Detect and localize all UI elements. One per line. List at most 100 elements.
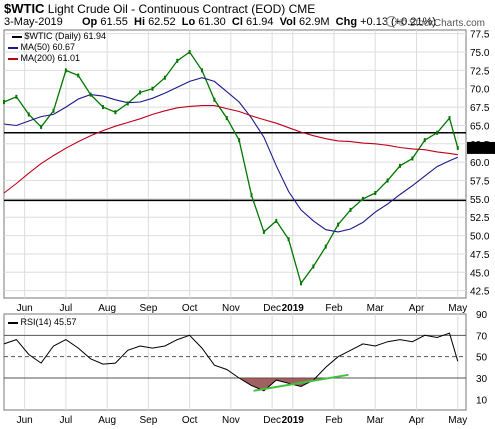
price-x-tick-label: Sep	[139, 303, 157, 314]
rsi-y-tick-label: 70	[476, 331, 488, 342]
change-label: Chg	[335, 16, 358, 28]
price-y-tick-label: 65.0	[470, 121, 490, 132]
price-point	[3, 99, 5, 104]
price-y-tick-label: 77.5	[470, 30, 490, 41]
legend-ma200: MA(200) 61.01	[8, 53, 80, 63]
price-panel-frame	[3, 29, 467, 299]
rsi-oversold-fill	[239, 378, 326, 391]
price-point	[89, 92, 92, 97]
price-y-tick-label: 70.0	[470, 85, 490, 96]
instrument-name: Light Crude Oil - Continuous Contract (E…	[47, 2, 286, 16]
legend-price-label: $WTIC (Daily) 61.94	[24, 31, 107, 41]
price-point	[287, 237, 290, 242]
price-point	[399, 163, 401, 168]
price-y-tick-label: 67.5	[470, 103, 490, 114]
ma200-line	[3, 105, 458, 194]
legend-ma50: MA(50) 60.67	[8, 42, 75, 52]
price-point	[386, 178, 389, 183]
price-point	[176, 58, 179, 63]
rsi-y-tick-label: 50	[476, 353, 488, 364]
legend-rsi: RSI(14) 45.57	[8, 317, 77, 327]
price-point	[448, 116, 451, 121]
price-point	[300, 281, 302, 286]
price-x-tick-label: Jul	[59, 303, 72, 314]
price-point	[163, 75, 166, 80]
rsi-y-tick-label: 90	[476, 310, 488, 321]
price-y-tick-label: 60.0	[470, 158, 490, 169]
price-x-tick-label: Feb	[325, 303, 343, 314]
volume-label: Vol	[279, 16, 296, 28]
price-series-line	[3, 51, 459, 285]
legend-rsi-label: RSI(14) 45.57	[20, 317, 77, 327]
price-point	[114, 110, 117, 115]
rsi-x-tick-label: Jul	[59, 415, 72, 426]
price-y-tick-label: 75.0	[470, 48, 490, 59]
price-point	[262, 229, 265, 234]
last-price-marker	[467, 141, 495, 154]
rsi-line	[3, 332, 459, 392]
volume-value: 62.9M	[298, 16, 330, 28]
rsi-x-tick-label: Jun	[17, 415, 33, 426]
price-point	[52, 108, 55, 113]
copyright: © StockCharts.com	[385, 16, 485, 29]
rsi-x-tick-label: Aug	[98, 415, 116, 426]
price-point	[139, 90, 142, 95]
price-x-tick-label: Nov	[222, 303, 240, 314]
rsi-x-tick-label: Dec	[263, 415, 281, 426]
price-y-tick-label: 50.0	[470, 232, 490, 243]
price-point	[15, 94, 18, 99]
price-point	[188, 50, 191, 55]
price-point	[213, 97, 216, 102]
symbol: $WTIC	[4, 1, 45, 16]
price-point	[324, 244, 327, 249]
price-point	[275, 218, 278, 223]
legend-ma200-label: MA(200) 61.01	[20, 53, 81, 63]
price-x-tick-label: Jun	[17, 303, 33, 314]
rsi-x-tick-label: Oct	[182, 415, 198, 426]
price-point	[423, 138, 426, 143]
rsi-x-tick-label: May	[448, 415, 467, 426]
close-value: 61.94	[245, 16, 274, 28]
price-x-tick-label: Apr	[409, 303, 425, 314]
price-y-tick-label: 55.0	[470, 195, 490, 206]
price-point	[312, 264, 315, 269]
rsi-y-tick-label: 30	[476, 374, 488, 385]
price-point	[102, 105, 104, 110]
price-point	[250, 193, 253, 198]
price-x-tick-label: 2019	[282, 303, 305, 314]
price-point	[436, 130, 439, 135]
price-point	[40, 124, 43, 129]
price-point	[27, 112, 30, 117]
price-x-tick-label: Mar	[367, 303, 385, 314]
price-point	[411, 156, 414, 161]
change-value: +0.13 (+0.21%)	[360, 16, 436, 28]
open-value: 61.55	[100, 16, 128, 28]
legend-rsi-swatch	[8, 321, 18, 324]
chart-title: $WTIC Light Crude Oil - Continuous Contr…	[4, 1, 315, 16]
price-x-tick-label: Dec	[263, 303, 281, 314]
high-value: 62.52	[148, 16, 176, 28]
legend-price-swatch	[12, 35, 22, 38]
rsi-trendline	[253, 373, 349, 392]
price-y-tick-label: 72.5	[470, 66, 490, 77]
copyright-text: © StockCharts.com	[398, 18, 485, 29]
price-point	[151, 86, 154, 91]
price-point	[64, 68, 67, 73]
open-label: Op	[82, 16, 98, 28]
price-point	[361, 196, 364, 201]
rsi-x-tick-label: Mar	[367, 415, 385, 426]
legend-ma200-swatch	[8, 57, 18, 60]
price-y-tick-label: 47.5	[470, 250, 490, 261]
price-point	[126, 101, 129, 106]
price-x-tick-label: Oct	[182, 303, 198, 314]
ma50-line	[3, 77, 459, 233]
quote-date: 3-May-2019	[4, 16, 63, 28]
price-point	[201, 68, 203, 73]
price-y-tick-label: 45.0	[470, 268, 490, 279]
price-point	[337, 222, 340, 227]
legend-price: $WTIC (Daily) 61.94	[12, 31, 106, 41]
rsi-x-tick-label: Nov	[222, 415, 240, 426]
price-x-tick-label: May	[448, 303, 467, 314]
rsi-y-tick-label: 10	[476, 395, 488, 406]
